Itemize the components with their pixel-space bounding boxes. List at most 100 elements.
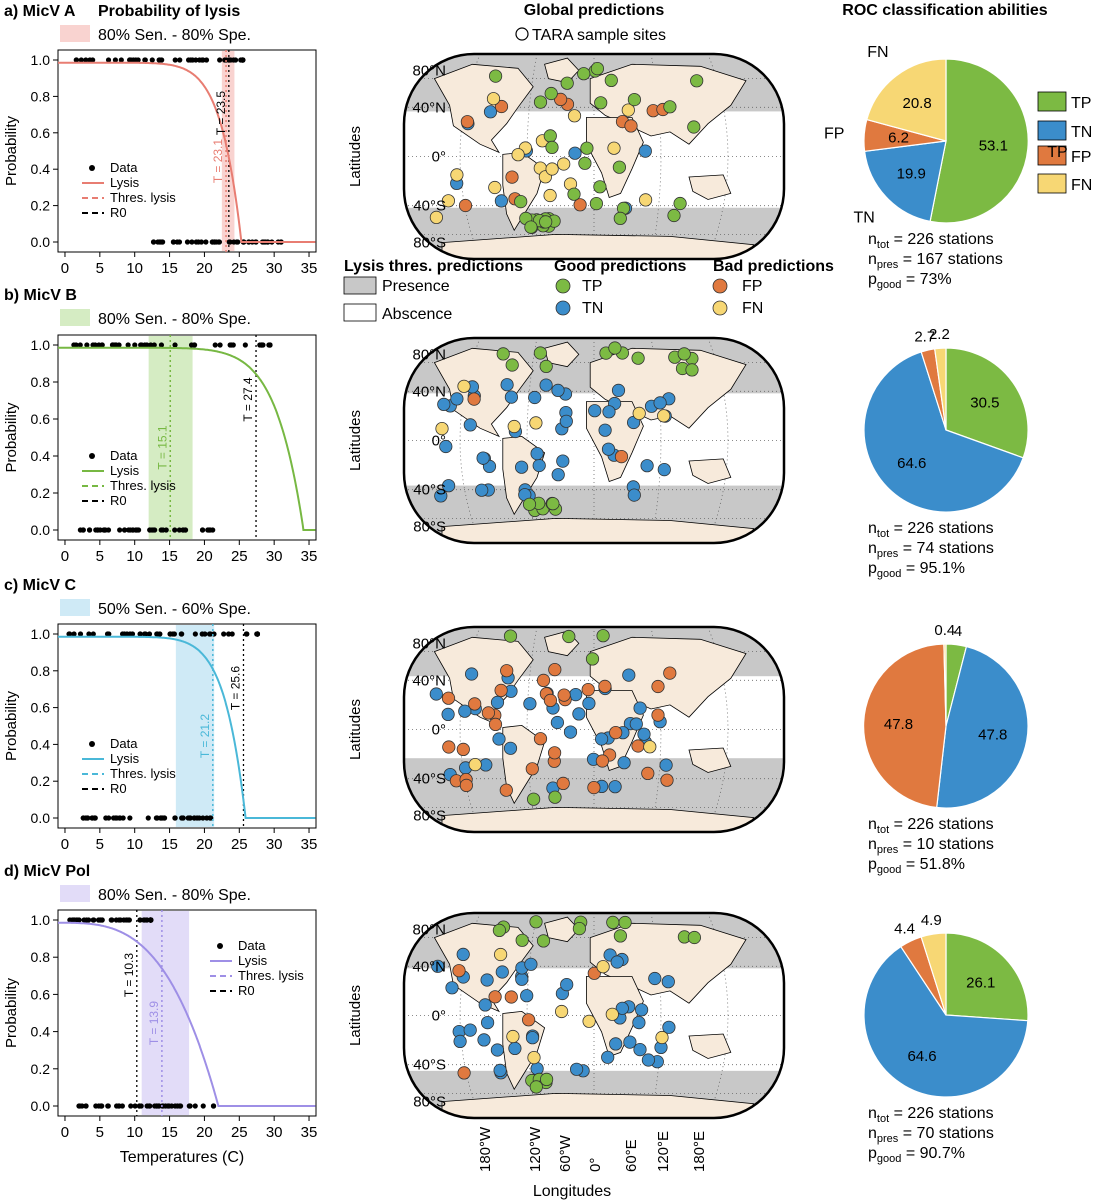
threshold-label: T = 21.2 <box>198 714 212 758</box>
data-point <box>193 239 199 245</box>
data-point <box>90 57 96 63</box>
data-point <box>121 527 128 533</box>
graticule <box>526 913 538 1118</box>
latitude-tick: 0° <box>432 1008 446 1025</box>
station-marker <box>582 1014 596 1028</box>
graticule <box>526 627 538 832</box>
data-point <box>123 917 129 923</box>
station-marker <box>434 489 448 503</box>
pie: 53.1 TP 19.9 TN 6.2 FP 20.8 FN <box>824 44 1068 226</box>
x-tick-label: 15 <box>161 836 178 853</box>
x-tick-label: 10 <box>126 548 143 565</box>
stats-line: ntot = 226 stations <box>868 231 994 251</box>
station-marker <box>543 188 557 203</box>
data-point <box>97 917 103 923</box>
global-title: Global predictions <box>524 2 665 19</box>
station-marker <box>578 156 592 170</box>
data-point <box>132 1103 138 1109</box>
pie-slice-tp <box>929 58 1029 224</box>
station-marker <box>499 783 513 797</box>
lon-tick: 0° <box>587 1158 604 1172</box>
data-point <box>244 631 250 637</box>
panel-title: c) MicV C <box>4 577 76 594</box>
station-marker <box>486 92 501 106</box>
x-tick-label: 10 <box>126 260 143 277</box>
data-point <box>77 342 83 348</box>
data-point <box>176 527 182 533</box>
station-marker <box>511 148 525 162</box>
station-marker <box>604 73 618 88</box>
station-marker <box>657 462 671 477</box>
data-point <box>146 631 153 637</box>
x-tick-label: 35 <box>301 836 318 853</box>
data-point <box>179 631 185 637</box>
legend-r0-label: R0 <box>238 983 255 998</box>
map-border <box>402 52 786 261</box>
station-marker <box>610 955 624 969</box>
station-marker <box>463 418 477 432</box>
pie-slice-fn <box>943 643 947 727</box>
data-point <box>80 815 86 821</box>
station-marker <box>437 397 451 411</box>
station-marker <box>598 679 612 694</box>
tara-marker-icon <box>515 27 529 41</box>
station-marker <box>483 105 498 119</box>
data-point <box>151 239 157 245</box>
data-point <box>128 1103 134 1109</box>
station-marker <box>480 1015 495 1030</box>
station-marker <box>533 346 548 360</box>
data-point <box>172 342 178 348</box>
x-tick-label: 0 <box>61 548 69 565</box>
data-point <box>117 527 123 533</box>
pie-side-label-tn: TN <box>853 209 874 226</box>
plot-frame <box>57 49 317 253</box>
station-marker <box>677 347 691 361</box>
latitude-tick: 80°N <box>412 635 446 652</box>
lysis-curve <box>58 61 316 243</box>
data-point <box>145 815 151 821</box>
station-marker <box>467 392 481 406</box>
station-marker <box>429 687 443 701</box>
map-legend-bad-title: Bad predictions <box>713 258 834 275</box>
station-marker <box>457 1066 471 1080</box>
legend-thres-label: Thres. lysis <box>110 766 176 781</box>
station-marker <box>522 497 537 511</box>
panel-1: b) MicV B 80% Sen. - 80% Spe. 0.0 0.2 0.4 0.6… <box>3 287 1029 580</box>
pie: 30.5 64.6 2.72.2 <box>863 326 1029 513</box>
landmass <box>441 233 755 259</box>
station-marker <box>532 458 546 473</box>
station-marker <box>496 347 510 361</box>
station-marker <box>506 1029 520 1044</box>
station-marker <box>439 439 453 454</box>
data-point <box>86 527 93 533</box>
data-point <box>228 342 235 348</box>
station-marker <box>539 378 553 392</box>
pie: 4 47.8 47.8 0.4 <box>862 622 1029 809</box>
station-marker <box>441 707 455 722</box>
data-point <box>177 57 183 63</box>
data-point <box>71 342 77 348</box>
pie-legend-tp-swatch <box>1037 91 1067 112</box>
data-point <box>81 917 87 923</box>
station-marker <box>530 1062 544 1076</box>
data-point <box>93 1103 99 1109</box>
lysis-curve <box>58 346 316 531</box>
y-tick-label: 0.4 <box>31 736 51 752</box>
station-marker <box>631 351 645 365</box>
y-tick-label: 0.2 <box>31 1061 51 1077</box>
r0-label: T = 10.3 <box>122 953 136 997</box>
lysis-curve <box>58 921 316 1107</box>
map <box>404 913 784 1118</box>
station-marker <box>442 740 456 754</box>
latitude-tick: 40°N <box>412 383 446 400</box>
pie-slice-fp <box>862 643 947 809</box>
data-point <box>189 57 196 63</box>
station-marker <box>640 459 654 473</box>
station-marker <box>494 99 509 114</box>
x-tick-label: 25 <box>231 260 248 277</box>
band-legend-swatch <box>60 25 90 42</box>
landmass <box>688 174 732 200</box>
data-point <box>254 631 260 637</box>
station-marker <box>562 629 576 644</box>
x-tick-label: 20 <box>196 836 213 853</box>
